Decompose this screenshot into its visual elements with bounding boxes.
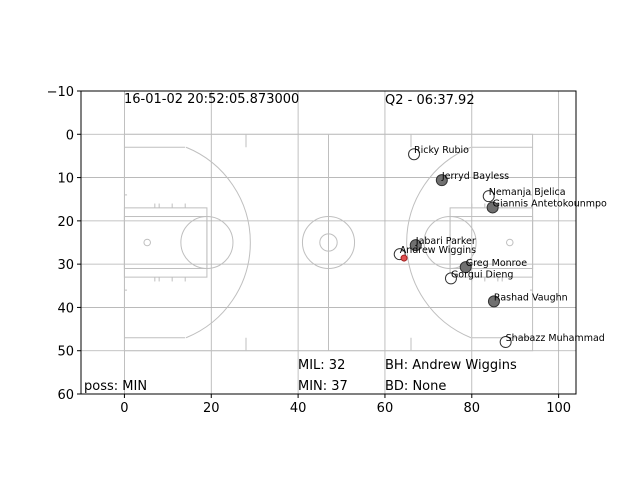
y-tick-label: 20	[57, 215, 74, 230]
x-tick-label: 60	[377, 401, 394, 416]
player-label: Giannis Antetokounmpo	[493, 198, 607, 209]
x-tick-label: 80	[464, 401, 481, 416]
court-circle	[301, 216, 356, 269]
court-arc	[406, 146, 472, 339]
y-tick-label: −10	[47, 85, 74, 100]
x-tick-label: 100	[546, 401, 571, 416]
y-tick-label: 30	[57, 258, 74, 273]
ball	[400, 254, 408, 262]
court-circle	[143, 238, 151, 247]
annotation: Q2 - 06:37.92	[385, 93, 475, 108]
marks: Jerryd Bayless Giannis Antetokounmpo Jabar…	[393, 145, 607, 349]
player-label: Jabari Parker	[415, 236, 476, 247]
player-marker	[487, 295, 500, 308]
annotation: MIN: 37	[298, 379, 348, 394]
x-tick-label: 40	[290, 401, 307, 416]
player-label: Ricky Rubio	[414, 145, 469, 156]
annotation: 16-01-02 20:52:05.873000	[124, 92, 299, 107]
annotation: MIL: 32	[298, 358, 345, 373]
x-tick-label: 20	[203, 401, 220, 416]
y-tick-label: 50	[57, 345, 74, 360]
court-line	[449, 216, 534, 269]
player-marker	[486, 201, 499, 214]
player-label: Greg Monroe	[466, 258, 527, 269]
player-label: Nemanja Bjelica	[489, 187, 566, 198]
y-tick-label: 0	[66, 128, 74, 143]
court-circle	[319, 233, 338, 252]
player-label: Andrew Wiggins	[400, 245, 476, 256]
player-marker	[444, 272, 457, 285]
x-tick-label: 0	[120, 401, 128, 416]
player-marker	[459, 261, 472, 274]
player-label: Jerryd Bayless	[441, 171, 509, 182]
court	[123, 133, 534, 352]
player-marker	[435, 174, 448, 187]
player-marker	[409, 239, 422, 252]
player-marker	[408, 148, 421, 161]
player-label: Gorgui Dieng	[451, 269, 513, 280]
annotation: BD: None	[385, 379, 446, 394]
plot-frame	[80, 90, 577, 395]
annotation: BH: Andrew Wiggins	[385, 358, 517, 373]
court-circle	[180, 216, 234, 269]
player-marker	[482, 190, 495, 203]
court-line	[123, 216, 208, 269]
y-tick-label: 10	[57, 172, 74, 187]
axes: 0 20 40 60 80 100 −10 0 10 20 30 40 50 60 16-01-02 20:…	[47, 85, 577, 416]
player-label: Shabazz Muhammad	[506, 333, 605, 344]
y-tick-label: 40	[57, 301, 74, 316]
annotation: poss: MIN	[84, 379, 147, 394]
player-marker	[499, 336, 512, 349]
court-circle	[506, 238, 514, 247]
y-tick-label: 60	[57, 388, 74, 403]
court-circle	[423, 216, 477, 269]
court-arc	[185, 146, 251, 339]
player-label: Rashad Vaughn	[494, 292, 568, 303]
